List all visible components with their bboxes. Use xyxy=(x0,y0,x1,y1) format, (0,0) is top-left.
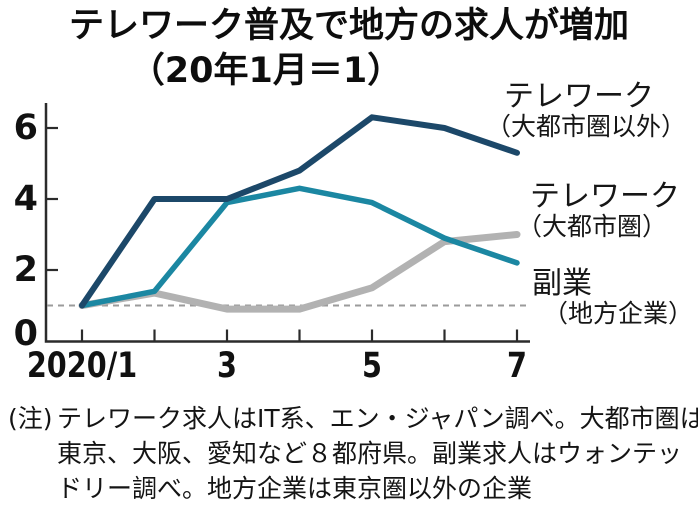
note-line: 東京、大阪、愛知など８都府県。副業求人はウォンテッ xyxy=(57,439,683,468)
x-tick-label: 5 xyxy=(362,346,382,386)
note-line: テレワーク求人はIT系、エン・ジャパン調べ。大都市圏は xyxy=(57,404,698,433)
axis-frame xyxy=(44,103,530,343)
x-tick-label: 2020/1 xyxy=(26,346,138,386)
series-line-side-jobs xyxy=(78,231,521,313)
source-note: (注) テレワーク求人はIT系、エン・ジャパン調べ。大都市圏は 東京、大阪、愛知… xyxy=(8,401,698,506)
legend-telework-metro: テレワーク （大都市圏） xyxy=(517,180,680,241)
legend-telework-non-metro: テレワーク （大都市圏以外） xyxy=(486,80,686,141)
legend-label: 副業 xyxy=(532,266,592,301)
legend-sublabel: （地方企業） xyxy=(543,299,694,328)
legend-side-jobs: 副業 （地方企業） xyxy=(531,267,693,328)
y-tick-label: 6 xyxy=(13,108,38,148)
legend-sublabel: （大都市圏） xyxy=(517,212,668,241)
plot-area: 0 2 4 6 2020/1 3 5 7 テレワーク （大都市圏以外） テレワーク （大都市圏… xyxy=(13,80,693,386)
chart-title-line1: テレワーク普及で地方の求人が増加 xyxy=(68,6,629,46)
y-tick-label: 2 xyxy=(13,250,38,290)
note-text: テレワーク求人はIT系、エン・ジャパン調べ。大都市圏は 東京、大阪、愛知など８都… xyxy=(57,401,698,506)
x-tick-label: 3 xyxy=(217,346,237,386)
series-line-telework-non-metro xyxy=(79,114,520,309)
line-chart xyxy=(44,103,530,343)
note-prefix: (注) xyxy=(8,404,53,433)
legend-sublabel: （大都市圏以外） xyxy=(486,112,687,141)
y-tick-label: 0 xyxy=(13,314,38,354)
x-tick-label: 7 xyxy=(507,346,527,386)
series-line-telework-metro xyxy=(79,185,520,309)
y-tick-label: 4 xyxy=(13,179,38,219)
legend-label: テレワーク xyxy=(504,79,654,114)
chart-title-line2: （20年1月＝1） xyxy=(129,51,403,91)
chart-title: テレワーク普及で地方の求人が増加 （20年1月＝1） xyxy=(0,4,698,94)
legend-label: テレワーク xyxy=(530,179,680,214)
note-line: ドリー調べ。地方企業は東京圏以外の企業 xyxy=(57,474,533,503)
